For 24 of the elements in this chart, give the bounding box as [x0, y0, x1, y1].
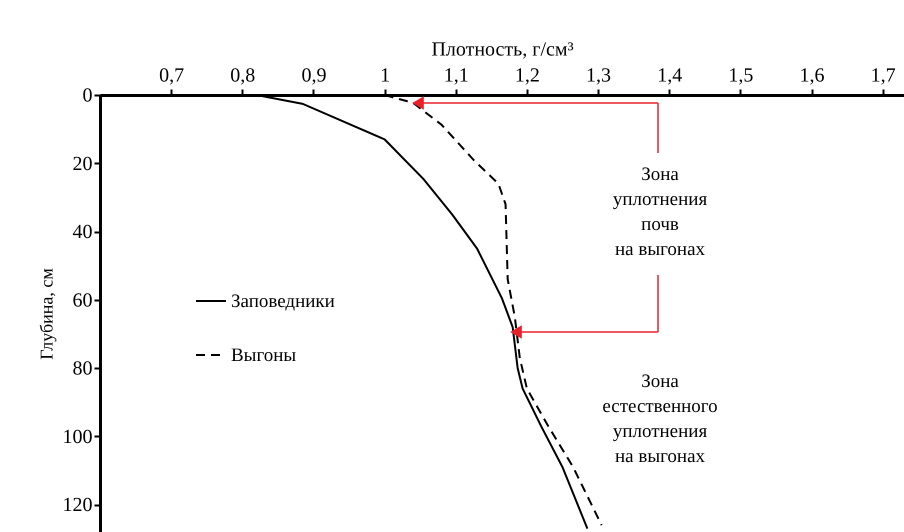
y-tick-label: 120	[62, 494, 92, 516]
x-tick-label: 0,9	[301, 64, 326, 86]
y-tick-label: 80	[72, 358, 92, 380]
x-tick-label: 1,4	[657, 64, 682, 86]
legend-label: Выгоны	[231, 345, 296, 366]
x-tick-label: 0,7	[159, 64, 184, 86]
x-tick-label: 1,3	[586, 64, 612, 86]
y-axis-title: Глубина, см	[36, 268, 56, 360]
x-tick-label: 0,8	[230, 64, 256, 86]
y-tick-label: 40	[72, 221, 92, 244]
x-tick-label: 1,6	[800, 64, 825, 86]
x-tick-label: 1,1	[444, 64, 469, 86]
annotation: Зона уплотнения почв на выгонах	[612, 164, 708, 260]
x-axis-title: Плотность, г/см³	[431, 38, 574, 60]
annotation: Зона естественного уплотнения на выгонах	[602, 371, 718, 467]
y-tick-label: 0	[82, 84, 92, 106]
x-tick-label: 1,2	[514, 64, 540, 86]
y-tick-label: 100	[62, 426, 92, 448]
x-tick-label: 1,7	[870, 64, 896, 86]
y-tick-label: 60	[72, 289, 92, 312]
y-tick-label: 20	[72, 152, 92, 175]
x-tick-label: 1	[380, 64, 390, 86]
legend-label: Заповедники	[231, 291, 335, 312]
x-tick-label: 1,5	[728, 64, 754, 86]
